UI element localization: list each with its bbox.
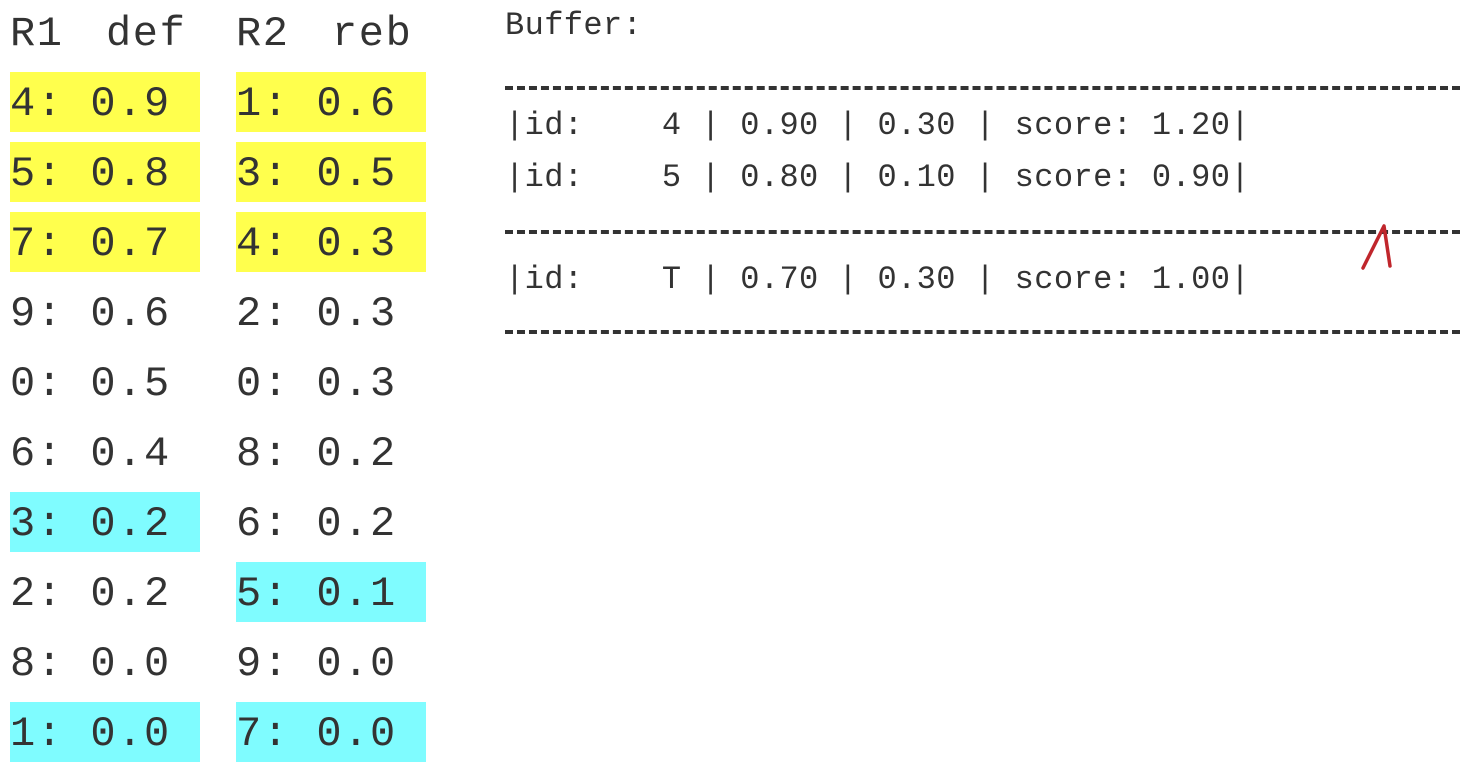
r1-entry: 5: 0.8 <box>10 142 200 202</box>
r1-entry: 8: 0.0 <box>10 640 171 688</box>
header-def: def <box>106 10 187 58</box>
r1-entry: 9: 0.6 <box>10 290 171 338</box>
buffer-threshold-row: |id: T | 0.70 | 0.30 | score: 1.00| <box>505 261 1250 298</box>
r2-entry: 3: 0.5 <box>236 142 426 202</box>
r2-entry: 4: 0.3 <box>236 212 426 272</box>
r2-entry: 6: 0.2 <box>236 500 397 548</box>
r2-entry: 2: 0.3 <box>236 290 397 338</box>
buffer-bottom-divider <box>505 330 1460 334</box>
buffer-top-divider <box>505 86 1460 90</box>
r2-entry: 7: 0.0 <box>236 702 426 762</box>
r2-entry: 8: 0.2 <box>236 430 397 478</box>
buffer-title: Buffer: <box>505 7 643 44</box>
header-reb: reb <box>332 10 413 58</box>
buffer-row-2: |id: 5 | 0.80 | 0.10 | score: 0.90| <box>505 159 1250 196</box>
r1-entry: 7: 0.7 <box>10 212 200 272</box>
buffer-row-1: |id: 4 | 0.90 | 0.30 | score: 1.20| <box>505 107 1250 144</box>
buffer-panel: Buffer: |id: 4 | 0.90 | 0.30 | score: 1.… <box>505 0 1460 334</box>
r2-entry: 9: 0.0 <box>236 640 397 688</box>
r1-entry: 6: 0.4 <box>10 430 171 478</box>
r1-entry: 4: 0.9 <box>10 72 200 132</box>
r1-entry: 2: 0.2 <box>10 570 171 618</box>
r1-entry: 3: 0.2 <box>10 492 200 552</box>
r2-entry: 5: 0.1 <box>236 562 426 622</box>
r1-entry: 1: 0.0 <box>10 702 200 762</box>
r2-entry: 1: 0.6 <box>236 72 426 132</box>
buffer-threshold-divider <box>505 230 1460 234</box>
insert-arrow-annotation-icon <box>1361 224 1392 270</box>
header-r1: R1 <box>10 10 64 58</box>
r2-entry: 0: 0.3 <box>236 360 397 408</box>
header-r2: R2 <box>236 10 290 58</box>
r1-entry: 0: 0.5 <box>10 360 171 408</box>
